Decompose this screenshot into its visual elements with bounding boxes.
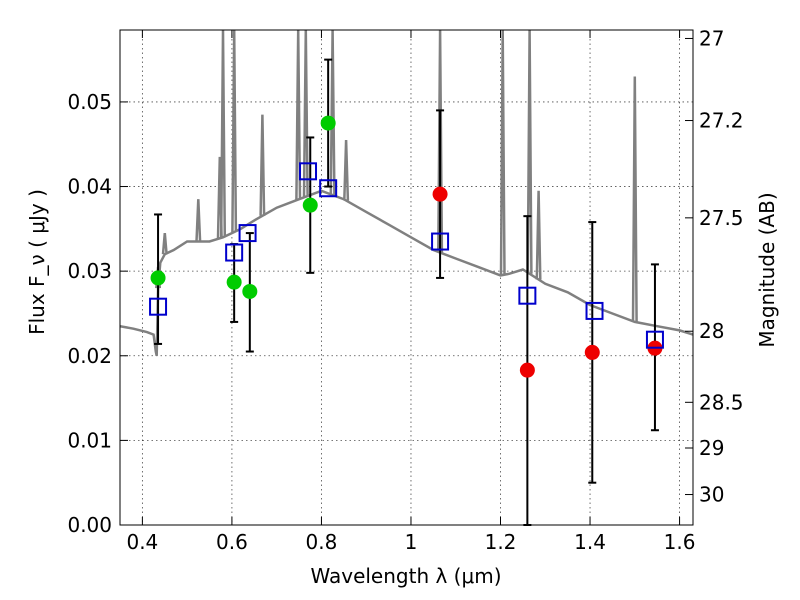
model-spectrum-layer <box>120 30 693 357</box>
observed-optical-point <box>302 197 318 213</box>
model-photometry-square <box>319 179 338 198</box>
y-tick-label: 0.02 <box>67 344 112 368</box>
plot-frame <box>119 29 694 526</box>
emission-line <box>343 139 350 201</box>
right-tick-label: 27 <box>699 26 724 50</box>
model-spectrum-group <box>120 30 693 357</box>
emission-line <box>437 30 444 253</box>
model-photometry-square <box>585 301 604 320</box>
model-photometry-square <box>431 232 450 251</box>
emission-line <box>499 30 506 276</box>
observed-optical-point <box>320 115 336 131</box>
emission-line <box>526 30 533 274</box>
right-tick-label: 29 <box>699 436 724 460</box>
emission-line <box>329 30 336 196</box>
ticks-layer: 0.4 0.6 0.8 1 1.2 1.4 1.6 0.00 0.01 0.02 0.03 0.04 0… <box>67 26 743 554</box>
emission-line <box>259 114 266 216</box>
right-axis-label: Magnitude (AB) <box>755 192 779 347</box>
x-tick-label: 1 <box>405 530 418 554</box>
x-tick-label: 0.6 <box>216 530 248 554</box>
emission-line <box>295 30 302 200</box>
x-axis-label: Wavelength λ (μm) <box>310 564 501 588</box>
errorbar-layer <box>154 58 659 526</box>
emission-line <box>161 232 168 255</box>
points-layer <box>149 115 664 378</box>
observed-nir-point <box>584 344 600 360</box>
observed-optical-point <box>150 270 166 286</box>
y-tick-label: 0.03 <box>67 259 112 283</box>
observed-nir-point <box>432 186 448 202</box>
observed-optical-point <box>242 283 258 299</box>
x-tick-label: 1.2 <box>485 530 517 554</box>
right-tick-label: 27.5 <box>699 206 744 230</box>
right-tick-label: 30 <box>699 483 724 507</box>
y-axis-label: Flux F_ν ( μJy ) <box>25 189 49 335</box>
emission-line <box>535 190 542 280</box>
emission-line <box>195 199 202 242</box>
right-tick-label: 28.5 <box>699 390 744 414</box>
model-photometry-square <box>238 224 257 243</box>
y-tick-label: 0.01 <box>67 428 112 452</box>
observed-optical-point <box>226 274 242 290</box>
emission-line <box>219 30 227 238</box>
right-tick-label: 27.2 <box>699 109 744 133</box>
model-photometry-square <box>149 297 168 316</box>
right-tick-label: 28 <box>699 319 724 343</box>
model-photometry-square <box>299 162 318 181</box>
observed-nir-point <box>519 362 535 378</box>
model-photometry-square <box>645 330 664 349</box>
x-tick-label: 1.4 <box>574 530 606 554</box>
x-tick-label: 0.4 <box>126 530 158 554</box>
x-tick-label: 1.6 <box>664 530 696 554</box>
x-tick-label: 0.8 <box>306 530 338 554</box>
grid-layer <box>120 30 693 526</box>
emission-line <box>231 30 238 233</box>
y-tick-label: 0.05 <box>67 90 112 114</box>
y-tick-label: 0.04 <box>67 175 112 199</box>
emission-line <box>302 30 309 197</box>
model-spectrum-line <box>120 189 693 357</box>
emission-line <box>631 76 638 322</box>
y-tick-label: 0.00 <box>67 513 112 537</box>
model-photometry-square <box>518 286 537 305</box>
model-photometry-square <box>225 243 244 262</box>
